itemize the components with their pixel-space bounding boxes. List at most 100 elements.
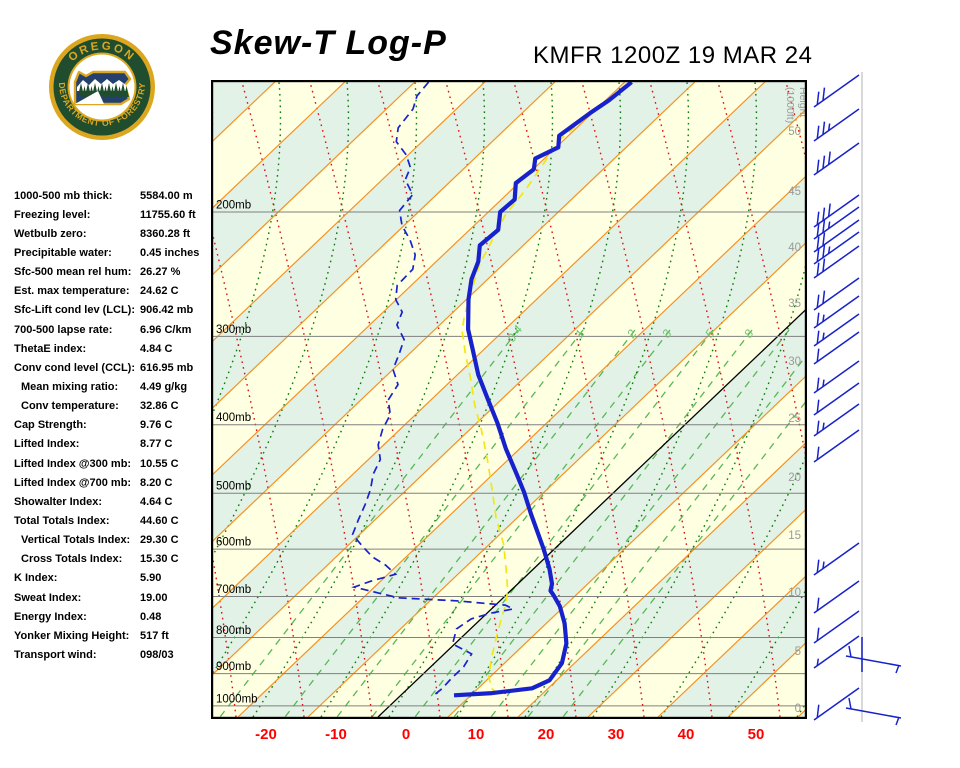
height-tick-label: 20 bbox=[788, 472, 801, 484]
index-row: Yonker Mixing Height: 517 ft bbox=[14, 626, 214, 645]
wind-barb bbox=[813, 542, 860, 576]
pressure-label: 300mb bbox=[216, 324, 251, 336]
pressure-label: 900mb bbox=[216, 661, 251, 673]
indices-panel: 1000-500 mb thick: 5584.00 m Freezing leve… bbox=[14, 186, 214, 665]
height-tick-label: 40 bbox=[788, 242, 801, 254]
index-value: 8.77 C bbox=[140, 438, 173, 451]
index-value: 906.42 mb bbox=[140, 304, 194, 317]
height-tick-label: 35 bbox=[788, 298, 801, 310]
index-label: Transport wind: bbox=[14, 648, 97, 661]
index-row: Lifted Index @300 mb: 10.55 C bbox=[14, 454, 214, 473]
index-label: Vertical Totals Index: bbox=[21, 534, 131, 547]
index-label: Lifted Index: bbox=[14, 438, 80, 451]
pressure-label: 600mb bbox=[216, 537, 251, 549]
index-label: Showalter Index: bbox=[14, 495, 103, 508]
wind-barb bbox=[813, 245, 860, 279]
index-row: Mean mixing ratio: 4.49 g/kg bbox=[14, 377, 214, 396]
station-time-label: KMFR 1200Z 19 MAR 24 bbox=[533, 42, 813, 69]
index-label: Freezing level: bbox=[14, 208, 91, 221]
index-row: Lifted Index: 8.77 C bbox=[14, 435, 214, 454]
temp-tick-label: -20 bbox=[255, 726, 277, 743]
index-row: Cross Totals Index: 15.30 C bbox=[14, 550, 214, 569]
index-label: Cap Strength: bbox=[14, 419, 87, 432]
index-row: 700-500 lapse rate: 6.96 C/km bbox=[14, 320, 214, 339]
index-label: Energy Index: bbox=[14, 610, 87, 623]
temperature-bands bbox=[213, 82, 805, 717]
index-row: Conv cond level (CCL): 616.95 mb bbox=[14, 358, 214, 377]
index-row: Freezing level: 11755.60 ft bbox=[14, 205, 214, 224]
height-tick-label: 30 bbox=[788, 356, 801, 368]
height-tick-label: 5 bbox=[795, 646, 801, 658]
skewt-plot: 200mb 300mb 400mb 500mb 600mb 700mb 800mb 900mb… bbox=[210, 79, 808, 724]
wind-barb bbox=[813, 429, 860, 463]
temp-tick-label: 40 bbox=[677, 726, 695, 743]
index-row: Lifted Index @700 mb: 8.20 C bbox=[14, 473, 214, 492]
height-axis-label: Height bbox=[797, 87, 807, 117]
index-label: Sweat Index: bbox=[14, 591, 82, 604]
height-tick-label: 15 bbox=[788, 530, 801, 542]
index-row: Showalter Index: 4.64 C bbox=[14, 492, 214, 511]
wind-barb bbox=[813, 610, 860, 644]
temperature-trace bbox=[453, 82, 633, 698]
index-label: Conv cond level (CCL): bbox=[14, 361, 136, 374]
pressure-label: 200mb bbox=[216, 200, 251, 212]
index-row: Total Totals Index: 44.60 C bbox=[14, 511, 214, 530]
index-value: 10.55 C bbox=[140, 457, 179, 470]
wind-barb bbox=[845, 645, 902, 674]
wind-barb bbox=[813, 295, 860, 329]
height-tick-label: 10 bbox=[788, 587, 801, 599]
index-row: K Index: 5.90 bbox=[14, 569, 214, 588]
index-row: Vertical Totals Index: 29.30 C bbox=[14, 531, 214, 550]
index-label: Wetbulb zero: bbox=[14, 227, 87, 240]
index-row: 1000-500 mb thick: 5584.00 m bbox=[14, 186, 214, 205]
wind-barb bbox=[813, 108, 860, 142]
index-label: Sfc-Lift cond lev (LCL): bbox=[14, 304, 135, 317]
index-row: Sweat Index: 19.00 bbox=[14, 588, 214, 607]
index-value: 616.95 mb bbox=[140, 361, 194, 374]
index-value: 11755.60 ft bbox=[140, 208, 196, 221]
index-row: Est. max temperature: 24.62 C bbox=[14, 282, 214, 301]
index-label: Cross Totals Index: bbox=[21, 553, 123, 566]
pressure-label: 1000mb bbox=[216, 693, 258, 705]
wind-barb bbox=[813, 403, 860, 437]
index-value: 26.27 % bbox=[140, 266, 181, 279]
wind-barb-column bbox=[806, 66, 960, 751]
wind-barb bbox=[813, 219, 860, 253]
temp-tick-label: 20 bbox=[537, 726, 555, 743]
index-label: 700-500 lapse rate: bbox=[14, 323, 113, 336]
height-axis-label-units: (1000ft) bbox=[784, 87, 796, 123]
wind-barb bbox=[813, 74, 860, 108]
wind-barb bbox=[813, 360, 860, 394]
temp-tick-label: 50 bbox=[747, 726, 765, 743]
index-value: 6.96 C/km bbox=[140, 323, 192, 336]
index-row: ThetaE index: 4.84 C bbox=[14, 339, 214, 358]
pressure-label: 500mb bbox=[216, 481, 251, 493]
wind-barb-svg bbox=[813, 72, 902, 726]
wind-barb bbox=[813, 142, 860, 176]
index-label: Lifted Index @300 mb: bbox=[14, 457, 132, 470]
temp-tick-label: 0 bbox=[401, 726, 411, 743]
index-label: Total Totals Index: bbox=[14, 514, 110, 527]
index-label: Yonker Mixing Height: bbox=[14, 629, 130, 642]
isotherm-lines bbox=[213, 82, 805, 717]
wind-barb bbox=[813, 331, 860, 365]
pressure-label: 700mb bbox=[216, 584, 251, 596]
wind-barb bbox=[813, 231, 860, 265]
index-value: 4.84 C bbox=[140, 342, 173, 355]
index-value: 5.90 bbox=[140, 572, 162, 585]
index-label: Mean mixing ratio: bbox=[21, 380, 119, 393]
index-value: 517 ft bbox=[140, 629, 169, 642]
index-value: 24.62 C bbox=[140, 285, 179, 298]
index-value: 32.86 C bbox=[140, 400, 179, 413]
zero-degree-isotherm bbox=[377, 309, 805, 717]
index-row: Energy Index: 0.48 bbox=[14, 607, 214, 626]
index-label: 1000-500 mb thick: bbox=[14, 189, 113, 202]
index-value: 19.00 bbox=[140, 591, 168, 604]
temp-tick-label: -10 bbox=[325, 726, 347, 743]
wind-barb bbox=[813, 313, 860, 347]
plot-layers: 200mb 300mb 400mb 500mb 600mb 700mb 800mb 900mb… bbox=[213, 82, 807, 717]
wind-barb bbox=[813, 687, 860, 721]
mixing-ratio-lines bbox=[219, 329, 805, 717]
